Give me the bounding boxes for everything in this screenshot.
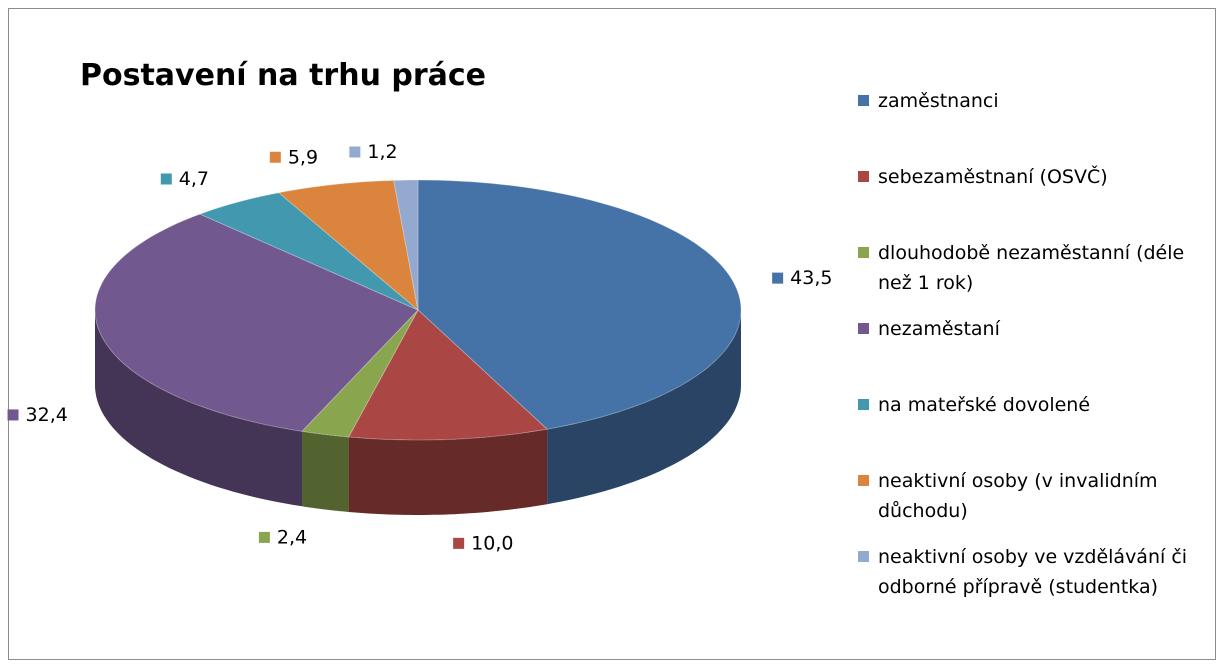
legend-label: dlouhodobě nezaměstanní (déle než 1 rok)	[878, 242, 1185, 294]
legend-label: neaktivní osoby (v invalidním důchodu)	[878, 470, 1158, 522]
data-label-swatch	[269, 151, 281, 163]
data-label: 1,2	[367, 141, 397, 163]
legend-label: na mateřské dovolené	[878, 394, 1091, 416]
slice-side	[302, 431, 349, 512]
legend-swatch	[858, 247, 869, 258]
legend-item: nezaměstaní	[858, 314, 1198, 344]
slice	[417, 179, 742, 430]
legend-label: neaktivní osoby ve vzdělávání či odborné…	[878, 546, 1188, 598]
legend-item: sebezaměstnaní (OSVČ)	[858, 162, 1198, 192]
data-label-swatch	[772, 272, 784, 284]
legend-label: zaměstnanci	[878, 90, 999, 112]
slice	[347, 309, 549, 441]
slice-side	[348, 429, 548, 515]
legend-item: dlouhodobě nezaměstanní (déle než 1 rok)	[858, 238, 1198, 298]
data-label: 4,7	[179, 168, 209, 190]
data-label: 5,9	[288, 146, 318, 168]
slice-side	[547, 310, 741, 505]
slice	[94, 213, 419, 432]
legend-swatch	[858, 171, 869, 182]
slice	[277, 179, 419, 312]
legend-item: zaměstnanci	[858, 86, 1198, 116]
slice	[300, 309, 419, 438]
slice	[393, 179, 419, 311]
data-label: 2,4	[277, 526, 307, 548]
data-label-swatch	[7, 409, 19, 421]
legend-swatch	[858, 323, 869, 334]
data-label-swatch	[258, 531, 270, 543]
legend-label: nezaměstaní	[878, 318, 1000, 340]
slice	[198, 192, 419, 311]
data-label-swatch	[349, 146, 361, 158]
data-label-swatch	[453, 537, 465, 549]
data-label: 43,5	[790, 267, 832, 289]
legend-swatch	[858, 551, 869, 562]
legend-item: neaktivní osoby ve vzdělávání či odborné…	[858, 542, 1198, 602]
chart-frame	[8, 8, 1216, 660]
chart-title: Postavení na trhu práce	[80, 58, 487, 93]
data-label: 32,4	[26, 404, 68, 426]
slice-side	[95, 310, 302, 507]
legend-swatch	[858, 475, 869, 486]
legend-swatch	[858, 399, 869, 410]
legend-item: neaktivní osoby (v invalidním důchodu)	[858, 466, 1198, 526]
legend-swatch	[858, 95, 869, 106]
legend-item: na mateřské dovolené	[858, 390, 1198, 420]
data-label: 10,0	[471, 532, 513, 554]
legend-label: sebezaměstnaní (OSVČ)	[878, 166, 1108, 188]
data-label-swatch	[160, 173, 172, 185]
